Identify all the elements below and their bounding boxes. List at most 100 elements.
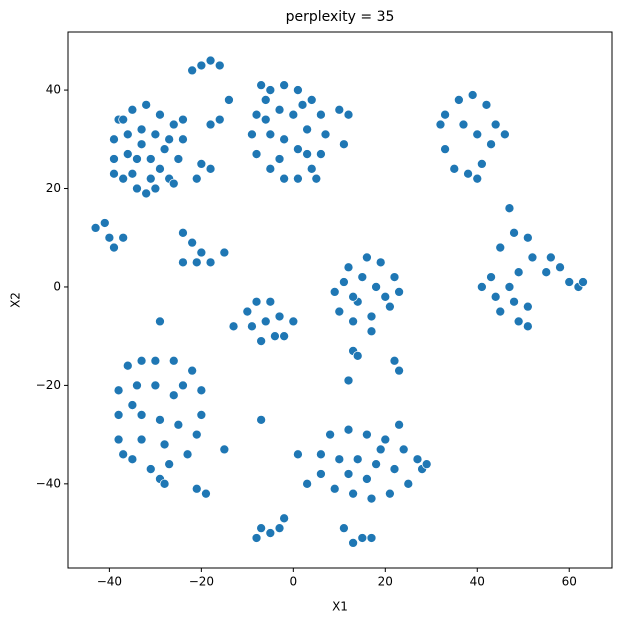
point bbox=[578, 277, 588, 287]
point bbox=[274, 104, 285, 115]
point bbox=[486, 272, 496, 282]
point bbox=[380, 434, 391, 445]
point bbox=[173, 154, 184, 164]
point bbox=[339, 523, 349, 533]
point bbox=[421, 459, 432, 469]
point bbox=[168, 119, 179, 130]
point bbox=[136, 355, 147, 366]
point bbox=[343, 424, 354, 435]
point bbox=[196, 410, 207, 420]
point bbox=[191, 483, 202, 494]
point bbox=[214, 114, 225, 125]
point bbox=[348, 538, 358, 548]
point bbox=[214, 60, 225, 71]
point bbox=[385, 488, 395, 499]
point bbox=[527, 252, 538, 263]
point bbox=[339, 277, 349, 287]
point bbox=[504, 203, 515, 214]
point bbox=[302, 149, 312, 159]
point bbox=[178, 227, 188, 238]
point bbox=[362, 474, 372, 484]
point bbox=[352, 454, 363, 465]
point bbox=[477, 159, 487, 169]
point bbox=[302, 478, 312, 489]
point bbox=[412, 454, 423, 465]
point bbox=[435, 119, 446, 130]
point bbox=[122, 149, 133, 159]
point bbox=[449, 163, 460, 174]
point bbox=[150, 129, 161, 140]
point bbox=[260, 316, 271, 327]
point bbox=[141, 188, 152, 199]
point bbox=[251, 533, 262, 543]
point bbox=[205, 257, 216, 268]
x-tick-label: 20 bbox=[378, 575, 393, 589]
point bbox=[509, 227, 519, 238]
point bbox=[265, 528, 276, 538]
point bbox=[164, 459, 175, 469]
point bbox=[104, 232, 115, 243]
point bbox=[155, 163, 165, 174]
point bbox=[352, 351, 363, 361]
point bbox=[265, 163, 276, 174]
point bbox=[316, 449, 326, 460]
point bbox=[113, 410, 124, 420]
point bbox=[458, 119, 469, 130]
point bbox=[127, 168, 138, 179]
chart-title: perplexity = 35 bbox=[286, 9, 395, 25]
point bbox=[132, 183, 142, 194]
point bbox=[504, 282, 515, 292]
point bbox=[191, 429, 202, 440]
point bbox=[141, 99, 152, 110]
point bbox=[145, 154, 156, 164]
point bbox=[274, 154, 285, 164]
point bbox=[325, 429, 335, 440]
point bbox=[178, 257, 188, 268]
point bbox=[256, 414, 266, 425]
point bbox=[118, 173, 129, 184]
point bbox=[109, 168, 119, 179]
point bbox=[545, 252, 556, 263]
point bbox=[394, 419, 404, 430]
point bbox=[495, 242, 506, 253]
point bbox=[256, 523, 266, 533]
point bbox=[357, 533, 368, 543]
point bbox=[173, 419, 184, 430]
point bbox=[348, 291, 358, 302]
point bbox=[159, 439, 170, 450]
point bbox=[394, 287, 404, 297]
point bbox=[348, 316, 358, 327]
point bbox=[403, 478, 414, 489]
point bbox=[279, 173, 289, 184]
point bbox=[118, 232, 129, 243]
point bbox=[481, 99, 492, 110]
point bbox=[371, 282, 381, 292]
point bbox=[329, 483, 340, 494]
x-tick-label: 60 bbox=[562, 575, 577, 589]
point bbox=[247, 129, 257, 140]
x-axis-label: X1 bbox=[332, 600, 348, 614]
point bbox=[362, 252, 372, 263]
point bbox=[440, 109, 450, 120]
point bbox=[196, 60, 207, 71]
point bbox=[366, 533, 377, 543]
point bbox=[362, 429, 372, 440]
point bbox=[90, 223, 101, 233]
point bbox=[274, 523, 285, 533]
x-tick-label: −40 bbox=[97, 575, 122, 589]
point bbox=[150, 355, 161, 366]
point bbox=[316, 109, 326, 120]
point bbox=[343, 469, 354, 479]
x-tick-label: −20 bbox=[189, 575, 214, 589]
point bbox=[490, 291, 501, 302]
y-tick-label: −40 bbox=[36, 476, 61, 490]
point bbox=[118, 114, 129, 125]
point bbox=[132, 154, 142, 164]
point bbox=[155, 414, 165, 425]
point bbox=[159, 478, 170, 489]
point bbox=[279, 80, 289, 91]
point bbox=[191, 173, 202, 184]
point bbox=[196, 385, 207, 396]
x-tick-label: 0 bbox=[290, 575, 298, 589]
point bbox=[302, 124, 312, 135]
